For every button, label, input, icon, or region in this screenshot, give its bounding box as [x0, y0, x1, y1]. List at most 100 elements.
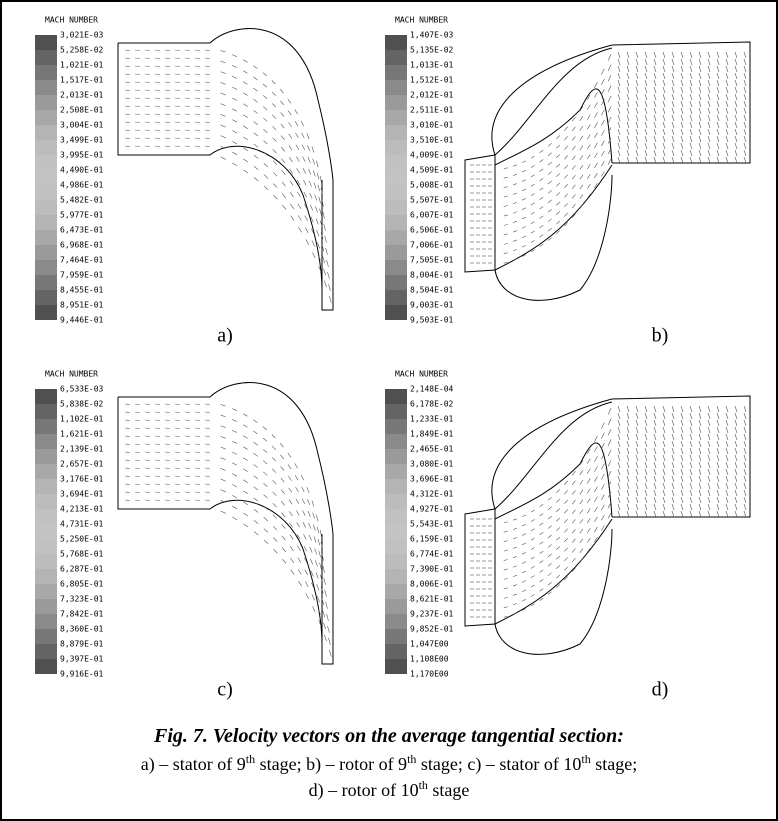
velocity-vector — [512, 527, 518, 530]
velocity-vector — [164, 419, 171, 421]
velocity-vector — [626, 440, 630, 448]
velocity-vector — [253, 508, 259, 513]
velocity-vector — [323, 268, 326, 276]
velocity-vector — [716, 510, 720, 518]
velocity-vector — [653, 58, 657, 66]
velocity-vector — [564, 490, 568, 495]
velocity-vector — [680, 475, 684, 483]
velocity-vector — [503, 195, 508, 198]
velocity-vector — [601, 514, 605, 521]
velocity-vector — [571, 567, 576, 572]
velocity-vector — [317, 596, 320, 603]
velocity-vector — [253, 166, 259, 171]
velocity-vector — [586, 134, 591, 140]
velocity-vector — [689, 135, 693, 143]
velocity-vector — [743, 405, 747, 413]
velocity-vector — [689, 461, 693, 469]
velocity-vector — [594, 112, 598, 118]
legend-swatch — [385, 215, 407, 230]
velocity-vector — [194, 467, 201, 469]
velocity-vector — [662, 128, 666, 136]
legend-swatch — [35, 245, 57, 260]
velocity-vector — [512, 603, 518, 606]
velocity-vector — [134, 459, 141, 461]
legend-label: 3,004E-01 — [60, 121, 104, 130]
velocity-vector — [144, 137, 151, 139]
velocity-vector — [594, 496, 598, 503]
velocity-vector — [734, 440, 738, 448]
velocity-vector — [617, 489, 621, 497]
legend-swatch — [385, 275, 407, 290]
velocity-vector — [301, 498, 305, 505]
velocity-vector — [698, 128, 702, 136]
velocity-vector — [154, 129, 161, 131]
velocity-vector — [564, 557, 568, 562]
velocity-vector — [303, 545, 307, 552]
legend-swatch — [385, 95, 407, 110]
velocity-vector — [601, 422, 605, 429]
velocity-vector — [243, 457, 248, 461]
velocity-vector — [280, 135, 285, 140]
velocity-vector — [273, 183, 278, 188]
legend-swatch — [35, 599, 57, 614]
velocity-vector — [204, 105, 211, 107]
velocity-vector — [184, 73, 191, 75]
legend-label: 1,047E00 — [410, 640, 449, 649]
velocity-vector — [743, 433, 747, 441]
velocity-vector — [279, 89, 284, 94]
velocity-vector — [194, 73, 201, 75]
velocity-vector — [653, 142, 657, 150]
velocity-vector — [124, 145, 131, 147]
velocity-vector — [653, 72, 657, 80]
velocity-vector — [635, 433, 639, 441]
velocity-vector — [716, 135, 720, 143]
velocity-vector — [653, 489, 657, 497]
velocity-vector — [601, 89, 605, 96]
velocity-vector — [321, 598, 325, 606]
velocity-vector — [124, 105, 131, 107]
velocity-vector — [521, 169, 527, 173]
velocity-vector — [154, 459, 161, 461]
velocity-vector — [564, 184, 568, 189]
velocity-vector — [194, 49, 201, 51]
legend-label: 3,696E-01 — [410, 475, 454, 484]
velocity-vector — [743, 426, 747, 434]
velocity-vector — [617, 100, 621, 108]
velocity-vector — [314, 194, 318, 201]
velocity-vector — [743, 447, 747, 455]
velocity-vector — [644, 65, 648, 73]
velocity-vector — [184, 145, 191, 147]
velocity-vector — [512, 593, 518, 596]
velocity-vector — [280, 454, 284, 460]
velocity-vector — [680, 454, 684, 462]
velocity-vector — [530, 528, 535, 532]
velocity-vector — [296, 168, 300, 174]
velocity-vector — [743, 412, 747, 420]
velocity-vector — [689, 440, 693, 448]
velocity-vector — [134, 97, 141, 99]
velocity-vector — [716, 149, 720, 157]
velocity-vector — [653, 107, 657, 115]
velocity-vector — [716, 114, 720, 122]
legend-swatch — [385, 659, 407, 674]
velocity-vector — [617, 121, 621, 129]
velocity-vector — [320, 232, 324, 240]
velocity-vector — [571, 490, 576, 495]
velocity-vector — [626, 503, 630, 511]
velocity-vector — [539, 579, 544, 583]
velocity-vector — [547, 190, 552, 194]
velocity-vector — [716, 489, 720, 497]
velocity-vector — [689, 468, 693, 476]
velocity-vector — [308, 168, 312, 175]
velocity-vector — [716, 482, 720, 490]
velocity-vector — [617, 440, 621, 448]
velocity-vector — [734, 65, 738, 73]
velocity-vector — [124, 483, 131, 485]
velocity-vector — [653, 128, 657, 136]
velocity-vector — [698, 93, 702, 101]
velocity-vector — [734, 135, 738, 143]
velocity-vector — [617, 135, 621, 143]
velocity-vector — [607, 127, 612, 134]
velocity-vector — [144, 129, 151, 131]
